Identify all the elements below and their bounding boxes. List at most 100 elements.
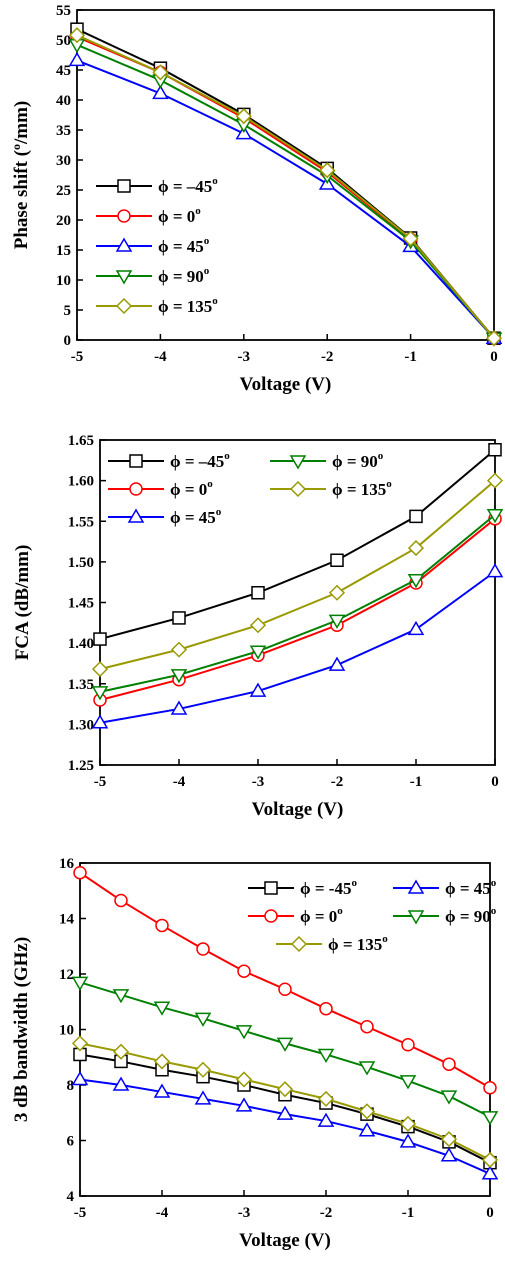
data-point (235, 1097, 253, 1112)
legend-marker (264, 881, 278, 895)
series-line (76, 28, 495, 339)
y-tick-label: 1.25 (68, 758, 94, 774)
data-point (114, 893, 128, 908)
legend-marker (129, 454, 143, 468)
data-point (172, 611, 186, 625)
data-point (170, 700, 188, 715)
data-point (440, 1131, 458, 1148)
y-tick-label: 15 (56, 243, 71, 259)
plot-frame (76, 9, 495, 341)
series-0 (93, 443, 502, 646)
legend-marker (264, 909, 278, 923)
legend-entry: ϕ = 0o (108, 478, 213, 499)
legend-label: ϕ = –45o (170, 450, 230, 471)
y-axis-label: FCA (dB/mm) (12, 545, 33, 661)
y-tick-label: 55 (56, 3, 71, 19)
y-tick-label: 1.55 (68, 514, 94, 530)
y-tick-label: 20 (56, 213, 71, 229)
data-point (481, 1111, 499, 1126)
data-point (276, 1081, 294, 1098)
y-tick-label: 45 (56, 63, 71, 79)
data-point (401, 1038, 415, 1052)
data-point (153, 1083, 171, 1098)
data-point (317, 1112, 335, 1127)
legend-marker (289, 455, 307, 470)
data-point (486, 563, 504, 578)
y-tick-label: 8 (67, 1078, 75, 1094)
x-tick-label: -1 (404, 349, 417, 365)
x-tick-label: -2 (321, 349, 334, 365)
data-point (317, 1090, 335, 1107)
series-2 (91, 563, 504, 729)
data-point (91, 661, 109, 678)
legend-entry: ϕ = 135o (270, 478, 392, 499)
legend-entry: ϕ = 45o (393, 877, 497, 898)
data-point (481, 1151, 499, 1168)
data-point (91, 686, 109, 701)
legend-entry: ϕ = 0o (248, 905, 343, 926)
x-tick-label: -4 (173, 774, 186, 790)
data-point (170, 669, 188, 684)
legend-entry: ϕ = –45o (96, 175, 218, 196)
data-point (194, 1090, 212, 1105)
data-point (152, 84, 169, 100)
series-line (99, 570, 496, 724)
data-point (399, 1133, 417, 1148)
legend-marker (115, 237, 133, 252)
legend-label-sup: o (204, 235, 210, 247)
series-3 (91, 509, 504, 701)
data-point (153, 1001, 171, 1016)
series-line (79, 871, 491, 1089)
y-tick-label: 1.50 (68, 555, 94, 571)
legend-label-sup: o (337, 905, 343, 917)
series-line (79, 1042, 491, 1161)
series-2 (73, 865, 497, 1095)
y-axis-label-text: FCA (dB/mm) (12, 545, 33, 661)
legend-marker (407, 910, 425, 925)
legend-label-sup: o (351, 877, 357, 889)
y-tick-label: 35 (56, 123, 71, 139)
legend-label-text: ϕ = 0 (300, 907, 337, 926)
x-axis-label: Voltage (V) (239, 1230, 331, 1251)
x-tick-label: -1 (410, 774, 423, 790)
x-tick-label: -5 (94, 774, 107, 790)
chart-panel-3: -5 -4 -3 -2 -1 0 4 6 8 10 12 14 16 Voltage (V) 3 dB ba… (11, 856, 499, 1251)
legend-entry: ϕ = 45o (96, 235, 210, 256)
series-line (76, 59, 495, 339)
data-point (483, 1081, 497, 1095)
y-tick-label: 5 (64, 303, 72, 319)
legend-label: ϕ = 90o (445, 905, 497, 926)
data-point (486, 472, 504, 489)
data-point (276, 1037, 294, 1052)
series-4 (71, 1035, 499, 1168)
chart-panel-2: -5 -4 -3 -2 -1 0 1.25 1.30 1.35 1.40 1.45 1.50 1.55 1… (12, 433, 504, 820)
y-tick-label: 1.30 (68, 717, 94, 733)
data-point (399, 1075, 417, 1090)
legend-label: ϕ = 135o (158, 295, 218, 316)
legend-marker (117, 179, 131, 193)
x-tick-label: -2 (331, 774, 344, 790)
legend-label-sup: o (382, 933, 388, 945)
data-point (249, 617, 267, 634)
data-point (68, 27, 86, 44)
x-tick-label: -3 (252, 774, 265, 790)
legend-label-text: ϕ = 45 (445, 879, 491, 898)
data-point (317, 1048, 335, 1063)
series-3 (68, 39, 503, 347)
legend-label-sup: o (216, 506, 222, 518)
series-2 (68, 51, 503, 344)
data-point (155, 918, 169, 933)
data-point (249, 682, 267, 697)
legend-entry: ϕ = 90o (96, 265, 210, 286)
data-point (319, 162, 336, 179)
series-1 (70, 30, 501, 345)
data-point (71, 1070, 89, 1086)
legend-marker (290, 935, 308, 953)
y-tick-label: 4 (67, 1189, 75, 1205)
legend-marker (289, 480, 307, 498)
x-tick-label: -3 (238, 1205, 251, 1221)
series-1 (71, 1070, 499, 1180)
legend-label: ϕ = 45o (170, 506, 222, 527)
series-line (99, 518, 496, 701)
